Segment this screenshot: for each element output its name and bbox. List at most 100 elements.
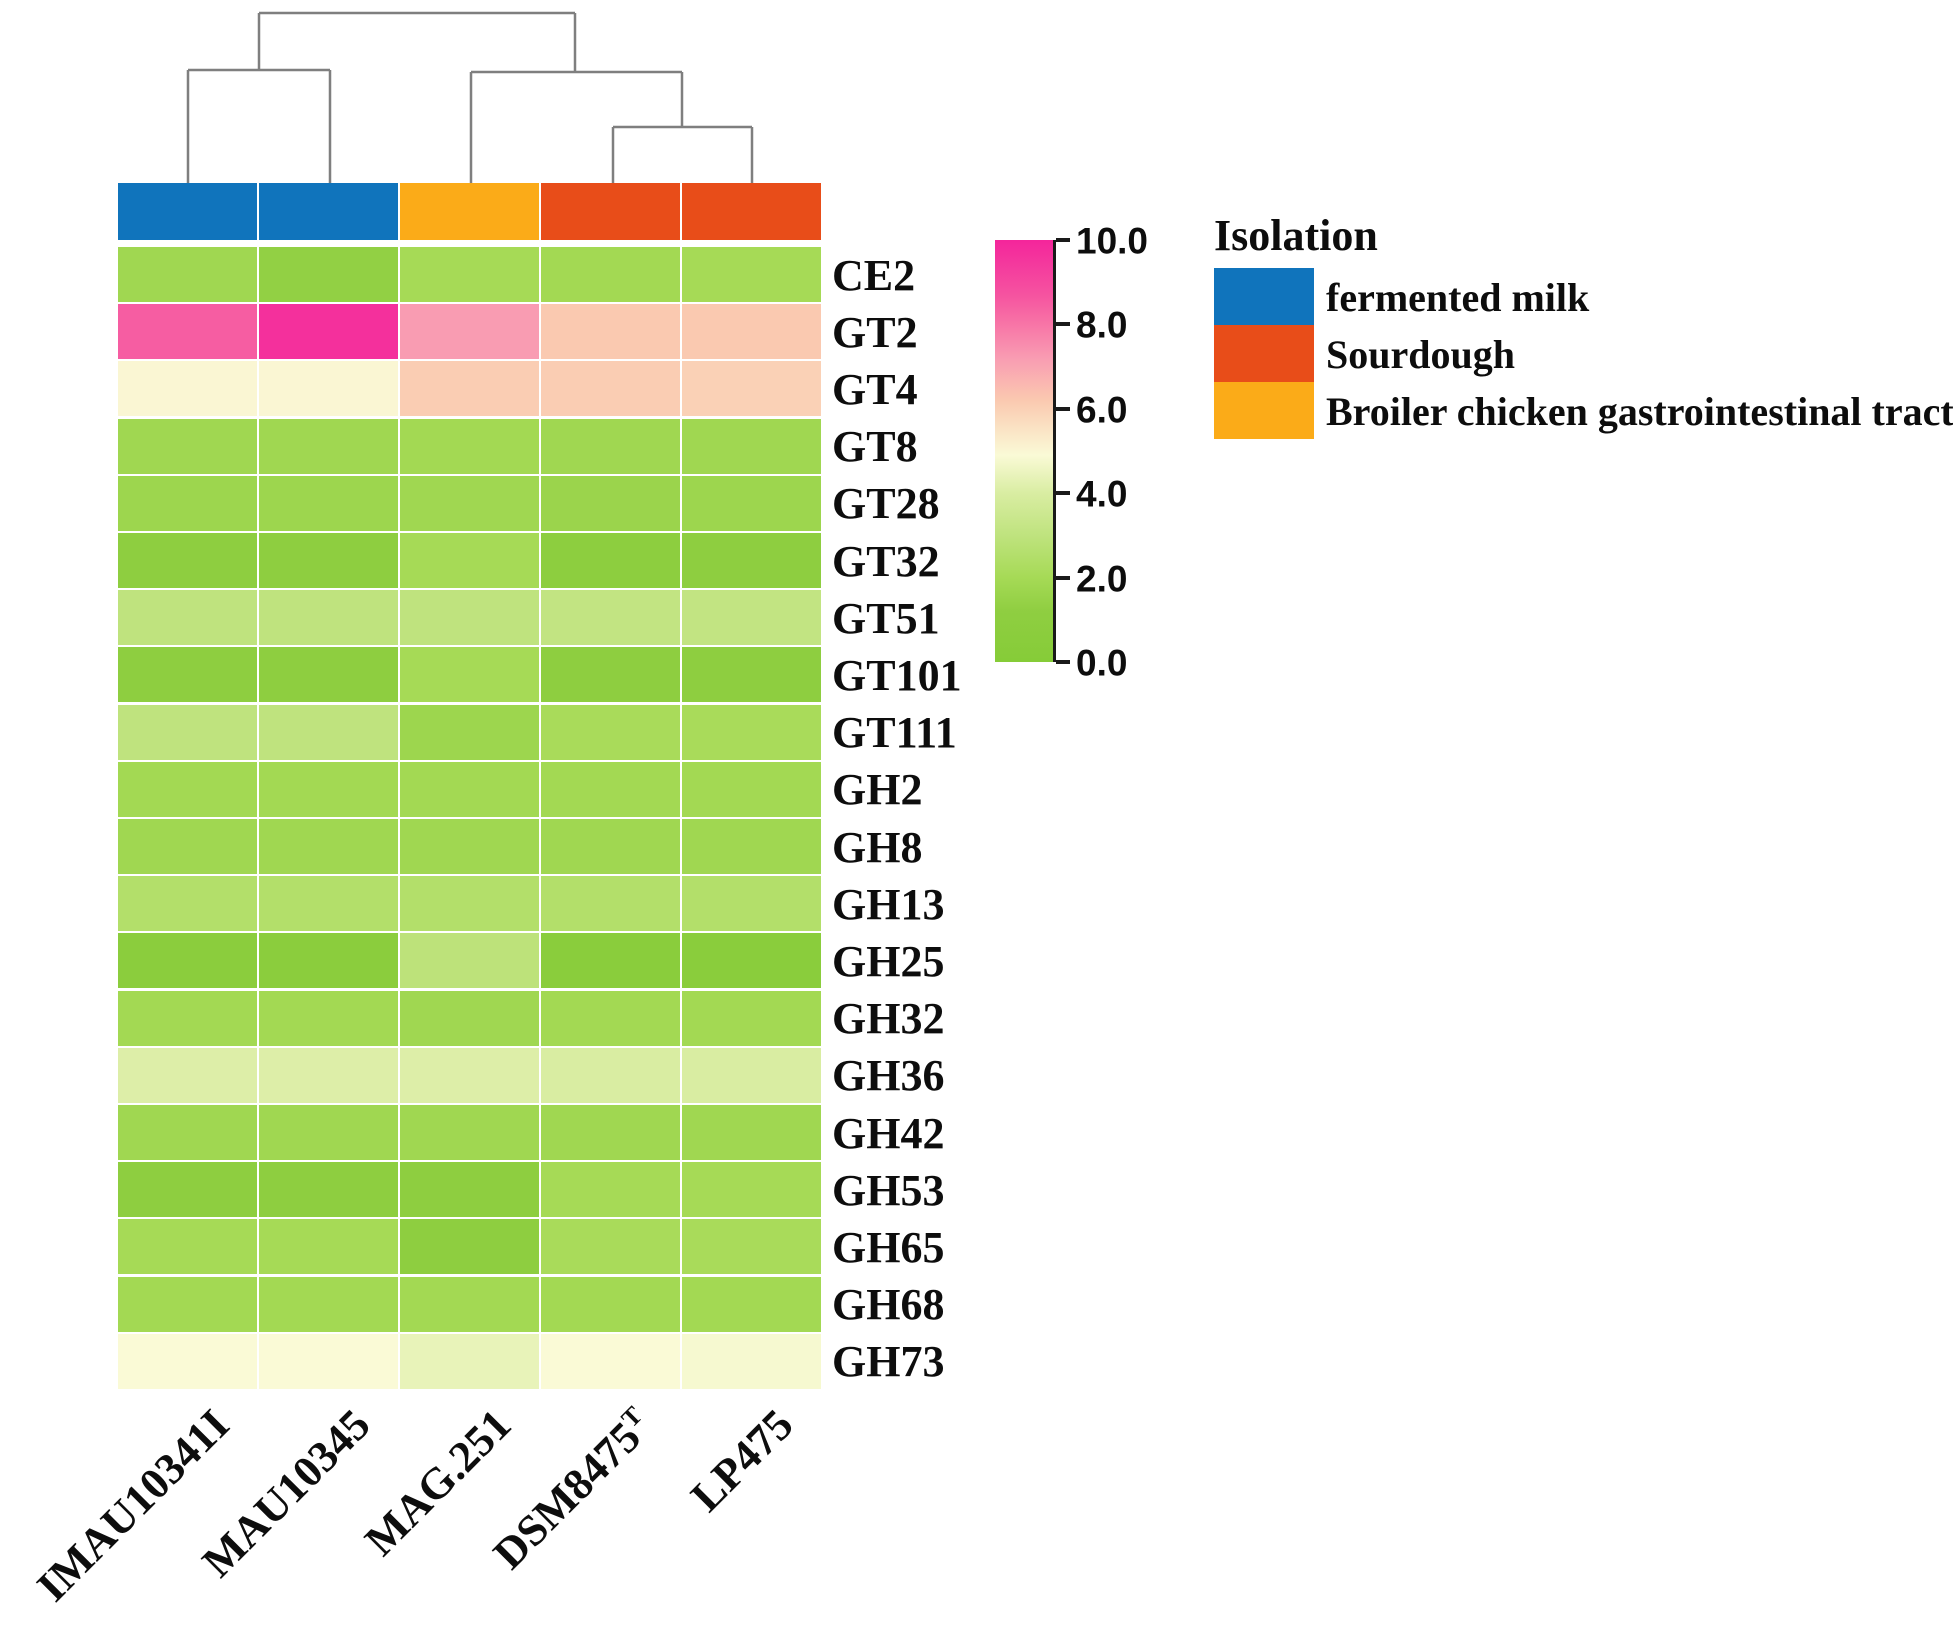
row-label: GT32 <box>832 536 940 586</box>
heatmap-cell <box>541 647 680 703</box>
heatmap-cell <box>259 1333 398 1389</box>
row-label: GH73 <box>832 1337 945 1387</box>
heatmap-cell <box>400 1047 539 1103</box>
heatmap-cell <box>682 819 821 874</box>
heatmap-cell <box>118 590 257 646</box>
legend-label: Broiler chicken gastrointestinal tract <box>1326 388 1953 434</box>
heatmap-cell <box>682 533 821 588</box>
colorbar-tick-label: 4.0 <box>1076 473 1128 515</box>
row-label: GT4 <box>832 364 918 414</box>
heatmap-cell <box>541 1276 680 1332</box>
heatmap-cell <box>259 475 398 531</box>
row-label: GH65 <box>832 1222 945 1272</box>
heatmap-cell <box>682 704 821 760</box>
heatmap-cell <box>118 1105 257 1160</box>
annotation-cell <box>400 183 539 240</box>
heatmap-cell <box>400 647 539 703</box>
heatmap-cell <box>400 418 539 474</box>
heatmap-cell <box>400 1162 539 1218</box>
row-label: GH25 <box>832 936 945 986</box>
heatmap-cell <box>682 247 821 302</box>
legend-swatch <box>1214 268 1314 325</box>
heatmap-cell <box>682 1047 821 1103</box>
colorbar-tick <box>1056 238 1070 242</box>
heatmap-cell <box>400 475 539 531</box>
heatmap-cell <box>118 876 257 932</box>
heatmap-cell <box>541 1162 680 1218</box>
heatmap-cell <box>118 1276 257 1332</box>
heatmap-cell <box>118 1162 257 1218</box>
heatmap-cell <box>400 761 539 817</box>
colorbar-tick-label: 6.0 <box>1076 389 1128 431</box>
row-label: GT2 <box>832 307 918 357</box>
column-label-text: LP475 <box>680 1399 803 1521</box>
heatmap-cell <box>682 990 821 1046</box>
heatmap-cell <box>541 304 680 360</box>
heatmap-cell <box>400 533 539 588</box>
heatmap-cell <box>682 590 821 646</box>
heatmap-cell <box>541 990 680 1046</box>
heatmap-cell <box>541 761 680 817</box>
heatmap-cell <box>682 1162 821 1218</box>
heatmap-cell <box>259 761 398 817</box>
row-label: CE2 <box>832 250 916 300</box>
heatmap-cell <box>541 418 680 474</box>
heatmap-cell <box>541 590 680 646</box>
colorbar-tick <box>1056 575 1070 580</box>
heatmap-cell <box>682 361 821 417</box>
heatmap-cell <box>400 1333 539 1389</box>
heatmap-cell <box>682 876 821 932</box>
dendrogram <box>186 11 754 183</box>
colorbar-tick <box>1056 491 1070 496</box>
row-label: GH42 <box>832 1108 945 1158</box>
heatmap-cell <box>682 418 821 474</box>
legend-swatch <box>1214 325 1314 382</box>
heatmap-cell <box>541 876 680 932</box>
heatmap-cell <box>118 1219 257 1275</box>
heatmap-cell <box>118 533 257 588</box>
heatmap-cell <box>682 761 821 817</box>
heatmap-cell <box>541 704 680 760</box>
heatmap-cell <box>259 704 398 760</box>
heatmap-cell <box>541 1047 680 1103</box>
heatmap-cell <box>259 819 398 874</box>
heatmap-cell <box>541 361 680 417</box>
heatmap-cell <box>682 647 821 703</box>
heatmap-cell <box>259 1162 398 1218</box>
annotation-cell <box>682 183 821 240</box>
legend-swatch <box>1214 382 1314 439</box>
colorbar-tick <box>1056 406 1070 411</box>
heatmap-cell <box>118 247 257 302</box>
heatmap-cell <box>259 533 398 588</box>
row-label: GT8 <box>832 422 918 472</box>
heatmap-cell <box>259 590 398 646</box>
heatmap-cell <box>259 247 398 302</box>
heatmap-cell <box>400 1219 539 1275</box>
heatmap-cell <box>541 1105 680 1160</box>
heatmap-cell <box>118 304 257 360</box>
heatmap-cell <box>541 475 680 531</box>
heatmap-cell <box>541 1333 680 1389</box>
heatmap-cell <box>259 1219 398 1275</box>
row-label: GH32 <box>832 994 945 1044</box>
heatmap-cell <box>682 1105 821 1160</box>
heatmap-cell <box>541 533 680 588</box>
heatmap-cell <box>259 647 398 703</box>
heatmap-cell <box>259 1047 398 1103</box>
colorbar-gradient <box>995 240 1056 662</box>
row-label: GT51 <box>832 593 940 643</box>
annotation-cell <box>541 183 680 240</box>
heatmap-cell <box>259 990 398 1046</box>
heatmap-cell <box>118 647 257 703</box>
heatmap-cell <box>118 819 257 874</box>
colorbar-tick-label: 10.0 <box>1076 220 1149 262</box>
legend-label: Sourdough <box>1326 331 1515 377</box>
legend-label: fermented milk <box>1326 274 1590 320</box>
heatmap-cell <box>541 933 680 989</box>
heatmap-cell <box>118 361 257 417</box>
heatmap-cell <box>400 990 539 1046</box>
heatmap-cell <box>259 418 398 474</box>
colorbar-tick-label: 0.0 <box>1076 642 1128 684</box>
heatmap-cell <box>118 933 257 989</box>
